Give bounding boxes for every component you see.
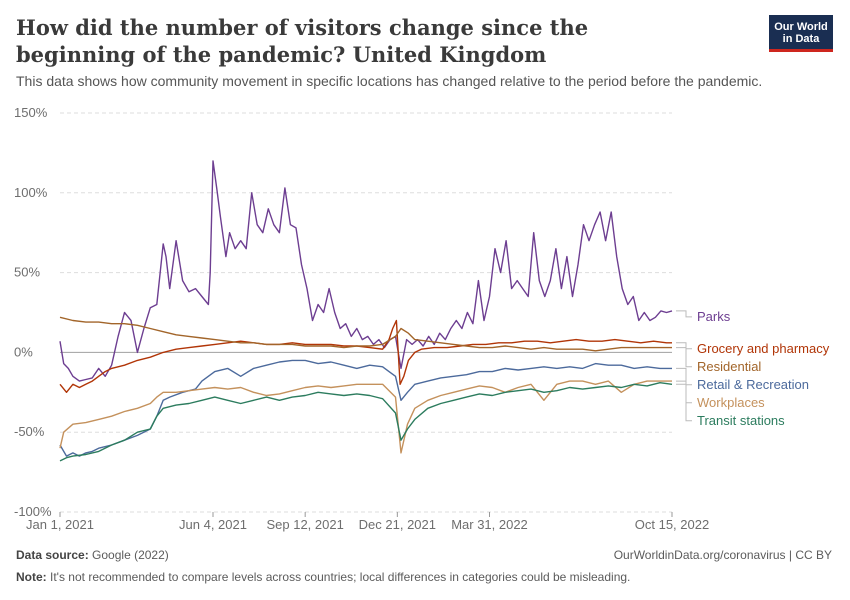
legend-connector [676,383,692,422]
line-chart: -100% -50% 0% 50% 100% 150% Jan 1, 2021 Jun 4, … [14,105,830,532]
x-tick-label: Mar 31, 2022 [451,517,528,532]
y-tick-label: 100% [14,185,48,200]
owid-logo[interactable]: Our World in Data [769,15,833,52]
chart-subtitle: This data shows how community movement i… [16,73,763,89]
logo-line-1: Our World [774,21,828,33]
series-line-6 [59,382,673,462]
legend-label: Retail & Recreation [697,377,809,392]
series-line-2 [59,319,672,393]
x-tick-label: Oct 15, 2022 [635,517,709,532]
series-line-4 [59,359,672,457]
series-line-5 [59,380,672,454]
legend-connector [676,367,692,386]
note-text: It's not recommended to compare levels a… [50,570,631,584]
legend-label: Grocery and pharmacy [697,341,830,356]
x-tick-label: Jun 4, 2021 [179,517,247,532]
x-tick-label: Dec 21, 2021 [359,517,436,532]
legend-label: Transit stations [697,413,785,428]
y-tick-label: 150% [14,105,48,120]
y-tick-label: 50% [14,265,40,280]
footnote: Note: It's not recommended to compare le… [16,570,630,584]
y-tick-label: 0% [14,344,33,359]
series-line-1 [59,160,673,382]
x-tick-label: Jan 1, 2021 [26,517,94,532]
series-line-3 [59,316,672,352]
legend-connector [676,342,692,350]
legend-connector [676,310,692,318]
y-tick-label: -100% [14,504,52,519]
logo-line-2: in Data [782,33,820,45]
data-source-text: Google (2022) [92,548,169,562]
attribution-link[interactable]: OurWorldinData.org/coronavirus | CC BY [613,548,832,562]
legend-label: Workplaces [697,395,765,410]
legend-label: Parks [697,309,731,324]
note-label: Note: [16,570,47,584]
legend-connector [676,347,692,368]
data-source: Data source: Google (2022) [16,548,169,562]
data-source-label: Data source: [16,548,89,562]
y-tick-label: -50% [14,424,45,439]
x-tick-label: Sep 12, 2021 [266,517,343,532]
chart-title: How did the number of visitors change si… [16,15,589,67]
legend-label: Residential [697,359,761,374]
